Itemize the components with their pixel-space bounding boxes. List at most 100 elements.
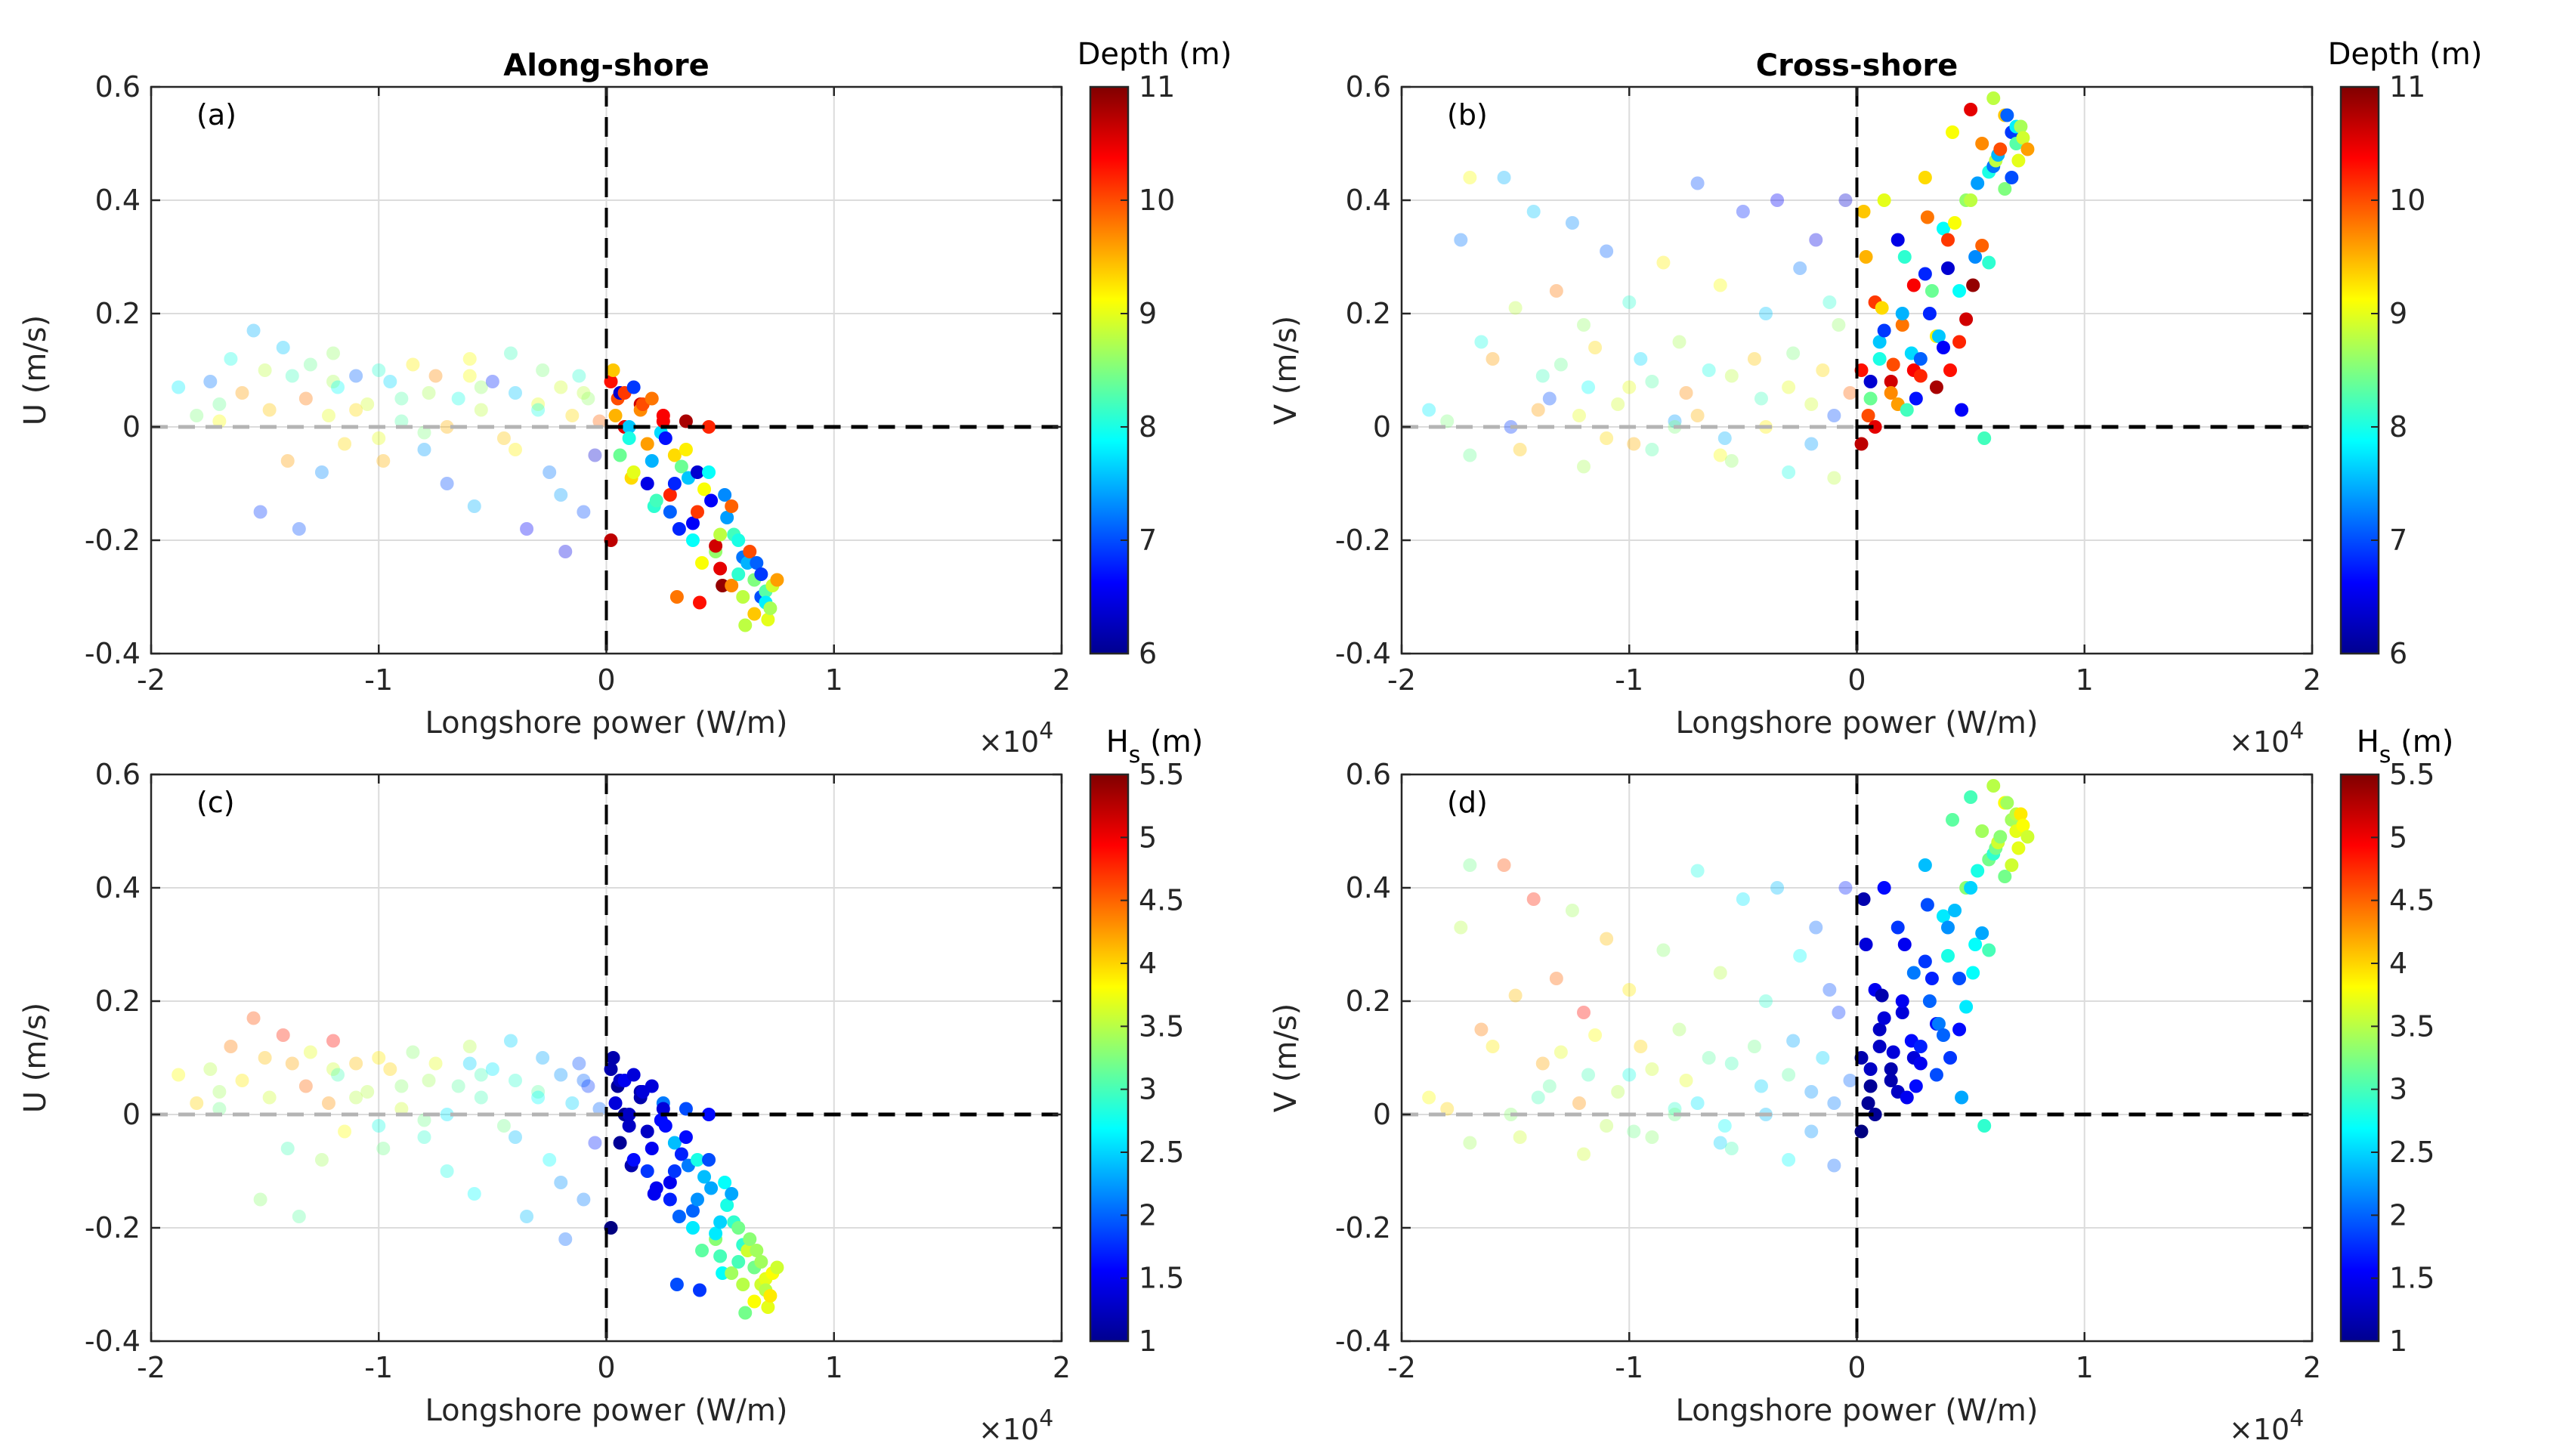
- y-tick-label: 0: [122, 1098, 141, 1131]
- data-point: [691, 505, 704, 519]
- data-point: [606, 1051, 620, 1065]
- data-point: [709, 539, 723, 553]
- data-point: [1588, 1028, 1603, 1042]
- data-point: [1946, 813, 1960, 827]
- y-tick-label: -0.2: [1335, 524, 1391, 557]
- data-point: [1422, 1090, 1436, 1105]
- data-point: [1854, 1124, 1869, 1139]
- data-point: [613, 1136, 627, 1150]
- data-point: [280, 454, 295, 468]
- data-point: [713, 527, 728, 542]
- colorbar-tick-label: 5: [1139, 821, 1157, 854]
- data-point: [1971, 864, 1985, 878]
- data-point: [1690, 864, 1705, 878]
- data-point: [203, 375, 218, 388]
- data-point: [253, 505, 267, 519]
- data-point: [1872, 335, 1887, 349]
- x-multiplier: ×104: [978, 1405, 1053, 1446]
- y-axis: -0.4 -0.2 0 0.2 0.4 0.6: [85, 70, 1062, 670]
- data-point: [743, 1232, 757, 1246]
- data-point: [713, 1215, 728, 1229]
- data-point: [577, 1192, 591, 1207]
- y-tick-label: -0.4: [85, 637, 141, 670]
- y-tick-label: 0.2: [95, 985, 141, 1018]
- colorbar: 11.522.533.544.555.5Hs (m): [1089, 725, 1203, 1358]
- x-tick-label: 2: [1053, 663, 1071, 697]
- data-point: [1634, 1040, 1648, 1053]
- data-point: [276, 341, 290, 354]
- data-point: [2020, 830, 2035, 844]
- data-point: [1782, 465, 1796, 479]
- y-tick-label: 0.4: [1346, 184, 1391, 217]
- data-point: [520, 1210, 534, 1223]
- data-point: [1975, 239, 1989, 252]
- data-point: [725, 1266, 739, 1280]
- data-point: [1895, 307, 1909, 320]
- data-point: [691, 1192, 704, 1207]
- data-point: [736, 1278, 750, 1291]
- data-point: [212, 1102, 227, 1116]
- data-point: [280, 1142, 295, 1155]
- data-point: [1713, 1136, 1727, 1150]
- data-point: [1861, 1096, 1875, 1110]
- data-point: [1900, 1090, 1914, 1105]
- data-point: [731, 1255, 746, 1269]
- data-point: [1549, 972, 1563, 985]
- data-point: [1936, 909, 1950, 923]
- data-point: [1645, 1062, 1659, 1076]
- data-point: [656, 1102, 670, 1116]
- data-point: [338, 1124, 352, 1139]
- data-point: [1952, 335, 1967, 349]
- data-point: [697, 1170, 712, 1184]
- data-point: [1890, 233, 1905, 247]
- colorbar-tick-label: 3: [2389, 1073, 2407, 1106]
- x-axis-label: Longshore power (W/m): [425, 1393, 788, 1428]
- colorbar-tick-label: 3: [1139, 1073, 1157, 1106]
- data-point: [1526, 205, 1541, 218]
- data-point: [1474, 335, 1489, 349]
- y-axis-label: V (m/s): [1269, 1003, 1303, 1113]
- data-point: [1440, 1102, 1455, 1116]
- data-point: [1832, 1006, 1846, 1019]
- data-point: [731, 567, 746, 581]
- data-point: [1565, 904, 1579, 917]
- data-point: [1535, 369, 1550, 383]
- data-point: [554, 1176, 568, 1189]
- colorbar-tick-label: 11: [1139, 70, 1175, 104]
- x-tick-label: 2: [1053, 1351, 1071, 1384]
- data-point: [622, 1108, 636, 1121]
- data-point: [1827, 1096, 1841, 1110]
- data-point: [713, 1249, 728, 1263]
- data-point: [1936, 221, 1950, 236]
- data-point: [1816, 1051, 1830, 1065]
- data-point: [360, 1085, 375, 1099]
- data-point: [406, 357, 420, 372]
- data-point: [1872, 352, 1887, 366]
- data-point: [172, 1068, 186, 1082]
- data-point: [1634, 352, 1648, 366]
- data-point: [1690, 409, 1705, 422]
- x-multiplier-exponent: 4: [1039, 1405, 1053, 1432]
- data-point: [577, 1074, 591, 1087]
- data-points: [172, 323, 784, 632]
- x-tick-label: -2: [137, 1351, 165, 1384]
- y-axis: -0.4 -0.2 0 0.2 0.4 0.6: [1335, 70, 2312, 670]
- data-point: [685, 516, 700, 530]
- y-axis-label: U (m/s): [18, 1003, 53, 1113]
- data-point: [1542, 1079, 1557, 1093]
- data-point: [1535, 1056, 1550, 1071]
- data-point: [509, 443, 522, 456]
- data-point: [640, 477, 654, 490]
- data-point: [1863, 375, 1878, 388]
- data-point: [417, 443, 431, 456]
- data-point: [672, 522, 686, 536]
- data-point: [1838, 193, 1853, 207]
- data-point: [1964, 103, 1978, 116]
- data-point: [663, 1176, 677, 1189]
- panel-tag: (c): [196, 786, 235, 819]
- data-point: [1872, 1040, 1887, 1053]
- data-point: [1941, 261, 1955, 275]
- data-point: [1895, 1006, 1909, 1019]
- data-point: [1929, 380, 1943, 394]
